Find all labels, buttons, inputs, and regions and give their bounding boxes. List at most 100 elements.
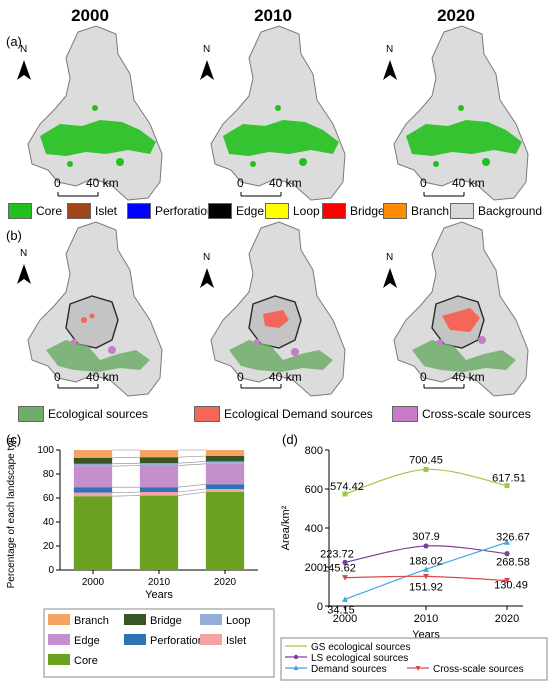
legend-label: Demand sources [311, 664, 387, 675]
map-a-2010 [210, 25, 346, 201]
y-axis-label: Percentage of each landscape type [6, 438, 17, 588]
data-point [504, 483, 510, 489]
data-label: 617.51 [492, 473, 526, 485]
data-point [342, 596, 348, 602]
connector-line [178, 463, 206, 466]
connector-line [112, 456, 140, 459]
scale-dist: 40 km [86, 370, 119, 384]
legend-label: Branch [74, 615, 109, 627]
connector-line [112, 495, 140, 497]
north-label: N [20, 248, 28, 259]
maps-layer [17, 25, 529, 397]
data-label: 188.02 [409, 555, 443, 567]
scale-zero: 0 [54, 370, 61, 384]
legend-swatch [8, 203, 32, 219]
y-tick-label: 0 [48, 565, 54, 576]
bar-segment [73, 450, 113, 458]
data-label: 268.58 [496, 557, 530, 569]
connector-line [178, 488, 206, 493]
data-point [342, 559, 348, 565]
data-label: 326.67 [496, 531, 530, 543]
panel-label-d: (d) [282, 432, 298, 447]
legend-marker [415, 666, 421, 671]
data-point [504, 539, 510, 545]
legend-a-core: Core [8, 203, 62, 219]
connector-line [178, 491, 206, 496]
legend-swatch [124, 614, 146, 625]
legend-b-demand: Ecological Demand sources [194, 406, 373, 422]
north-arrow-icon [17, 60, 31, 80]
bar-segment [73, 463, 113, 467]
connector-line [178, 483, 206, 488]
bar-segment [139, 457, 179, 464]
y-tick-label: 100 [37, 445, 54, 456]
x-tick-label: 2000 [82, 577, 105, 588]
legend-a-loop: Loop [265, 203, 320, 219]
year-title-2020: 2020 [437, 6, 475, 25]
legend-box [280, 637, 548, 681]
bar-segment [139, 450, 179, 458]
data-label: 34.15 [327, 604, 355, 616]
x-tick-label: 2010 [414, 613, 438, 625]
y-tick-label: 20 [43, 541, 55, 552]
bar-segment [205, 492, 245, 570]
data-point [342, 575, 348, 581]
bar-segment [205, 456, 245, 462]
data-point [504, 578, 510, 584]
bar-segment [73, 496, 113, 570]
legend-label: Core [74, 655, 98, 667]
map-a-2000 [27, 25, 163, 201]
data-label: 130.49 [494, 580, 528, 592]
data-point [423, 466, 429, 472]
connector-line [178, 461, 206, 464]
scale-zero: 0 [420, 370, 427, 384]
scale-bar [57, 384, 465, 389]
legend-a-perforation: Perforation [127, 203, 214, 219]
connector-line [112, 491, 140, 493]
panel-label-c: (c) [6, 432, 22, 447]
data-label: 223.72 [320, 548, 354, 560]
series-line [344, 468, 508, 495]
bar-segment [73, 487, 113, 493]
legend-label: GS ecological sources [311, 642, 411, 653]
legend-b-ecological: Ecological sources [18, 406, 148, 422]
legend-swatch [194, 406, 220, 422]
scale-bar [57, 192, 465, 197]
data-label: 700.45 [409, 454, 443, 466]
map-b-2010 [210, 221, 346, 397]
legend-swatch [392, 406, 418, 422]
legend-a-bridge: Bridge [322, 203, 385, 219]
data-point [504, 551, 510, 557]
north-arrow-icon [383, 268, 397, 288]
legend-marker [293, 665, 299, 670]
legend-label: Islet [226, 635, 246, 647]
bar-segment [205, 463, 245, 485]
scale-dist: 40 km [452, 176, 485, 190]
y-tick-label: 400 [305, 523, 323, 535]
legend-marker [293, 654, 299, 660]
scale-dist: 40 km [269, 176, 302, 190]
bar-segment [139, 487, 179, 492]
legend-swatch [48, 654, 70, 665]
legend-label: Edge [74, 635, 100, 647]
bar-segment [205, 450, 245, 456]
legend-box [43, 608, 275, 678]
x-tick-label: 2020 [214, 577, 237, 588]
y-tick-label: 40 [43, 517, 55, 528]
legend-swatch [48, 614, 70, 625]
map-b-2000 [27, 221, 163, 397]
scale-dist: 40 km [452, 370, 485, 384]
north-label: N [386, 252, 394, 263]
legend-a-branch: Branch [383, 203, 449, 219]
legend-swatch [200, 634, 222, 645]
data-label: 574.42 [330, 481, 364, 493]
x-tick-label: 2010 [148, 577, 171, 588]
y-tick-label: 0 [317, 601, 323, 613]
data-label: 151.92 [409, 581, 443, 593]
scale-zero: 0 [237, 176, 244, 190]
connector-line [178, 455, 206, 458]
legend-swatch [450, 203, 474, 219]
legend-swatch [124, 634, 146, 645]
stacked-bar-chart: 0 20 40 60 80 100 2000 2010 2020 Years Percentage … [6, 438, 275, 678]
